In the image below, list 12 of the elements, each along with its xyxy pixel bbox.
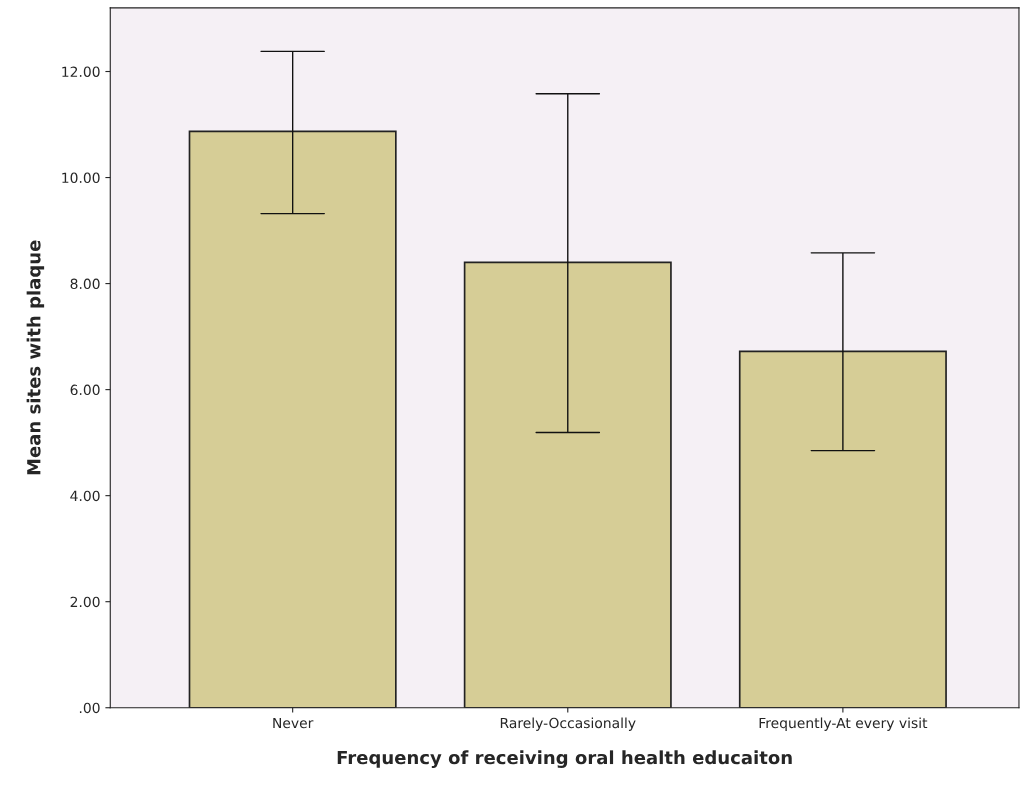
y-tick-label: 6.00 [70,384,100,396]
y-tick-label: 4.00 [70,490,100,502]
x-axis-title: Frequency of receiving oral health educaiton [337,750,792,768]
x-tick-label: Rarely-Occasionally [500,717,636,731]
y-axis-title: Mean sites with plaque [26,240,45,475]
y-tick-label: 2.00 [70,596,100,608]
x-tick-label: Frequently-At every visit [759,717,928,731]
y-tick-label: 8.00 [70,278,100,290]
x-tick-label: Never [273,717,314,729]
y-tick-label: 10.00 [62,172,100,184]
y-tick-label: .00 [79,702,100,714]
y-tick-label: 12.00 [62,66,100,77]
